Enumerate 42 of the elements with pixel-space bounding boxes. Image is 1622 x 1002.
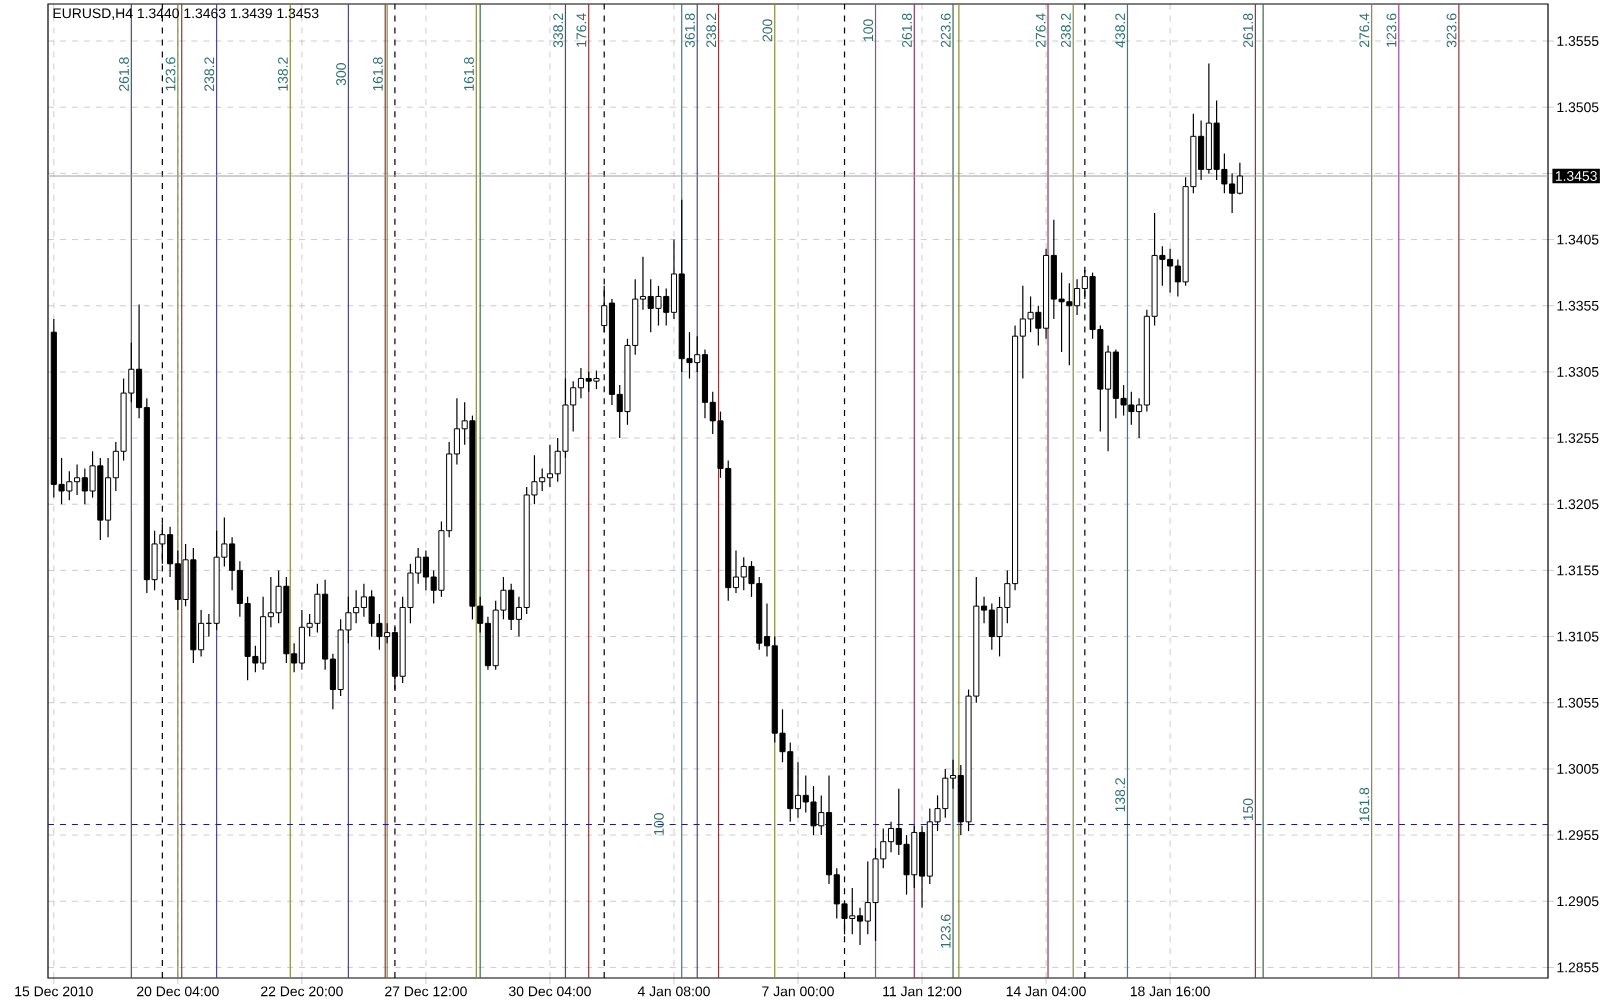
candlestick (585, 371, 592, 393)
candlestick (988, 602, 995, 651)
candlestick (353, 589, 360, 624)
candlestick (105, 457, 112, 538)
candlestick (81, 467, 88, 505)
candlestick (1027, 295, 1034, 333)
candlestick (942, 768, 949, 819)
candlestick (422, 549, 429, 591)
candlestick (298, 609, 305, 671)
candlestick (810, 785, 817, 836)
candlestick (1128, 391, 1135, 426)
candlestick (1229, 172, 1236, 214)
candlestick (1074, 278, 1081, 316)
candlestick (593, 369, 600, 390)
candlestick (740, 556, 747, 591)
candlestick (577, 367, 585, 399)
candlestick (918, 825, 926, 909)
candlestick (546, 444, 553, 488)
candlestick (66, 470, 73, 501)
candlestick (1213, 99, 1220, 181)
candlestick (508, 583, 515, 631)
candlestick (74, 463, 81, 496)
candlestick (1198, 119, 1205, 181)
candlestick (856, 907, 864, 946)
candlestick (887, 821, 895, 853)
candlestick (1066, 282, 1073, 366)
candlestick (903, 834, 910, 896)
candlestick (701, 348, 709, 419)
candlestick (1167, 248, 1174, 294)
candlestick (864, 860, 871, 935)
candlestick (911, 825, 918, 889)
candlestick (1205, 62, 1212, 174)
candlestick (368, 589, 375, 638)
candlestick (849, 887, 856, 935)
candlestick (360, 583, 367, 618)
candlestick (655, 285, 662, 327)
candlestick (260, 596, 267, 671)
candlestick (1236, 162, 1243, 196)
candlestick (647, 278, 654, 333)
candlestick (1112, 348, 1119, 419)
candlestick (539, 467, 546, 492)
candlestick (872, 847, 879, 942)
